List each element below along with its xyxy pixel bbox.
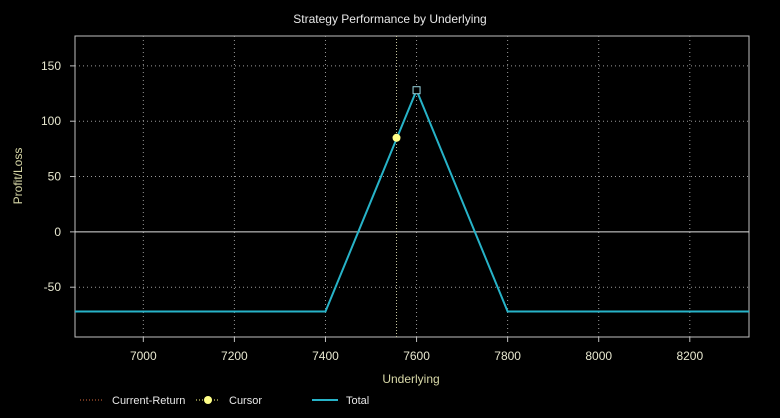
cursor-marker — [392, 133, 401, 142]
x-axis-label: Underlying — [382, 372, 439, 386]
y-axis-label: Profit/Loss — [11, 148, 25, 205]
x-tick-label: 7600 — [403, 349, 430, 363]
y-axis-ticks: 150 100 50 0 -50 — [41, 59, 75, 294]
x-tick-label: 8000 — [585, 349, 612, 363]
chart-title: Strategy Performance by Underlying — [293, 12, 486, 26]
x-tick-label: 7200 — [221, 349, 248, 363]
series-layer — [75, 36, 749, 337]
y-tick-label: 0 — [54, 225, 61, 239]
x-tick-label: 7400 — [312, 349, 339, 363]
plot-area — [74, 35, 750, 338]
plot-frame — [74, 35, 750, 338]
x-tick-label: 7000 — [130, 349, 157, 363]
x-tick-label: 8200 — [676, 349, 703, 363]
legend-label: Current-Return — [112, 395, 185, 407]
x-tick-label: 7800 — [494, 349, 521, 363]
peak-marker — [412, 86, 421, 95]
legend-swatch-cursor — [204, 396, 212, 404]
y-tick-label: 50 — [48, 170, 62, 184]
x-axis-ticks: 7000 7200 7400 7600 7800 8000 8200 — [130, 337, 703, 363]
legend-label: Cursor — [229, 395, 262, 407]
y-tick-label: 150 — [41, 59, 61, 73]
y-tick-label: -50 — [44, 280, 62, 294]
grid-lines — [75, 36, 749, 337]
y-tick-label: 100 — [41, 114, 61, 128]
legend-label: Total — [346, 395, 369, 407]
legend: Current-Return Cursor Total — [80, 395, 369, 407]
